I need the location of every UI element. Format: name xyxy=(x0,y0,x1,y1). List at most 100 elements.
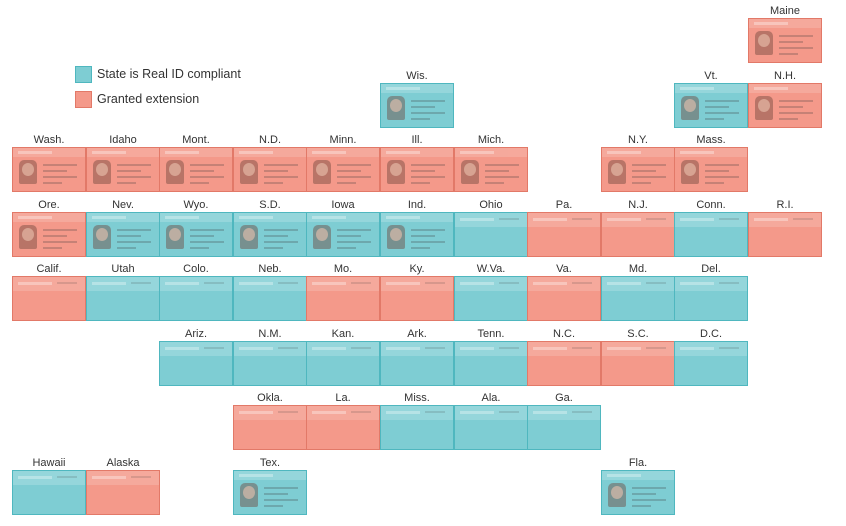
state-label: Maine xyxy=(770,5,800,17)
license-header-strip xyxy=(234,148,306,157)
state-label: Del. xyxy=(701,263,721,275)
license-text-lines xyxy=(264,164,298,188)
state-label: N.Y. xyxy=(628,134,648,146)
state-tile-ohio: Ohio xyxy=(454,198,528,257)
state-label: S.D. xyxy=(259,199,281,211)
state-label: Okla. xyxy=(257,392,283,404)
state-label: Wyo. xyxy=(183,199,209,211)
license-header-strip xyxy=(455,148,527,157)
state-tile-conn: Conn. xyxy=(674,198,748,257)
license-header-strip xyxy=(307,148,379,157)
license-card xyxy=(601,341,675,386)
state-label: N.H. xyxy=(774,70,796,82)
license-header-strip xyxy=(234,213,306,222)
state-label: Tex. xyxy=(259,457,281,469)
state-tile-ore: Ore. xyxy=(12,198,86,257)
license-text-lines xyxy=(411,164,445,188)
license-card xyxy=(380,83,454,128)
license-card xyxy=(159,341,233,386)
state-label: R.I. xyxy=(776,199,794,211)
state-tile-nev: Nev. xyxy=(86,198,160,257)
portrait-face xyxy=(390,163,402,176)
state-tile-neb: Neb. xyxy=(233,262,307,321)
license-card xyxy=(159,147,233,192)
license-text-lines xyxy=(264,487,298,511)
license-header-strip xyxy=(381,213,453,222)
license-header-strip xyxy=(307,406,379,420)
state-tile-hawaii: Hawaii xyxy=(12,456,86,515)
state-tile-wis: Wis. xyxy=(380,69,454,128)
license-card xyxy=(306,405,380,450)
portrait-face xyxy=(758,99,770,112)
state-tile-idaho: Idaho xyxy=(86,133,160,192)
state-label: Mo. xyxy=(333,263,353,275)
state-tile-wash: Wash. xyxy=(12,133,86,192)
state-tile-pa: Pa. xyxy=(527,198,601,257)
legend: State is Real ID compliant Granted exten… xyxy=(75,64,241,114)
license-text-lines xyxy=(43,164,77,188)
license-header-strip xyxy=(602,277,674,291)
license-card xyxy=(12,470,86,515)
state-tile-ariz: Ariz. xyxy=(159,327,233,386)
license-card xyxy=(454,341,528,386)
license-header-strip xyxy=(602,148,674,157)
license-header-strip xyxy=(13,471,85,485)
legend-swatch-extension xyxy=(75,90,92,108)
portrait-face xyxy=(243,486,255,499)
state-tile-colo: Colo. xyxy=(159,262,233,321)
license-card xyxy=(674,212,748,257)
license-header-strip xyxy=(160,277,232,291)
portrait-face xyxy=(169,228,181,241)
license-card xyxy=(748,212,822,257)
license-card xyxy=(674,276,748,321)
license-header-strip xyxy=(234,406,306,420)
state-tile-r-i: R.I. xyxy=(748,198,822,257)
license-card xyxy=(527,405,601,450)
license-card xyxy=(380,212,454,257)
state-tile-maine: Maine xyxy=(748,4,822,63)
license-text-lines xyxy=(705,164,739,188)
license-header-strip xyxy=(13,277,85,291)
license-header-strip xyxy=(675,277,747,291)
license-header-strip xyxy=(87,471,159,485)
state-label: La. xyxy=(335,392,351,404)
license-header-strip xyxy=(87,148,159,157)
license-header-strip xyxy=(381,84,453,93)
state-tile-minn: Minn. xyxy=(306,133,380,192)
state-label: Mont. xyxy=(182,134,210,146)
license-card xyxy=(601,276,675,321)
license-card xyxy=(233,276,307,321)
state-tile-va: Va. xyxy=(527,262,601,321)
license-header-strip xyxy=(528,277,600,291)
state-label: Ill. xyxy=(411,134,423,146)
state-label: D.C. xyxy=(700,328,722,340)
portrait-face xyxy=(316,228,328,241)
state-tile-del: Del. xyxy=(674,262,748,321)
state-tile-s-c: S.C. xyxy=(601,327,675,386)
portrait-face xyxy=(758,34,770,47)
portrait-face xyxy=(22,163,34,176)
state-label: Miss. xyxy=(404,392,430,404)
license-card xyxy=(12,212,86,257)
license-header-strip xyxy=(455,277,527,291)
state-label: S.C. xyxy=(627,328,649,340)
license-card xyxy=(601,470,675,515)
portrait-face xyxy=(316,163,328,176)
license-header-strip xyxy=(602,213,674,227)
license-card xyxy=(748,18,822,63)
portrait-face xyxy=(390,228,402,241)
state-tile-s-d: S.D. xyxy=(233,198,307,257)
state-label: Ala. xyxy=(481,392,501,404)
state-label: Ga. xyxy=(555,392,573,404)
state-tile-alaska: Alaska xyxy=(86,456,160,515)
license-card xyxy=(674,83,748,128)
state-tile-mass: Mass. xyxy=(674,133,748,192)
license-header-strip xyxy=(13,148,85,157)
license-card xyxy=(527,212,601,257)
license-header-strip xyxy=(307,213,379,222)
state-tile-ill: Ill. xyxy=(380,133,454,192)
license-header-strip xyxy=(160,342,232,356)
license-card xyxy=(601,212,675,257)
license-header-strip xyxy=(455,342,527,356)
license-card xyxy=(601,147,675,192)
